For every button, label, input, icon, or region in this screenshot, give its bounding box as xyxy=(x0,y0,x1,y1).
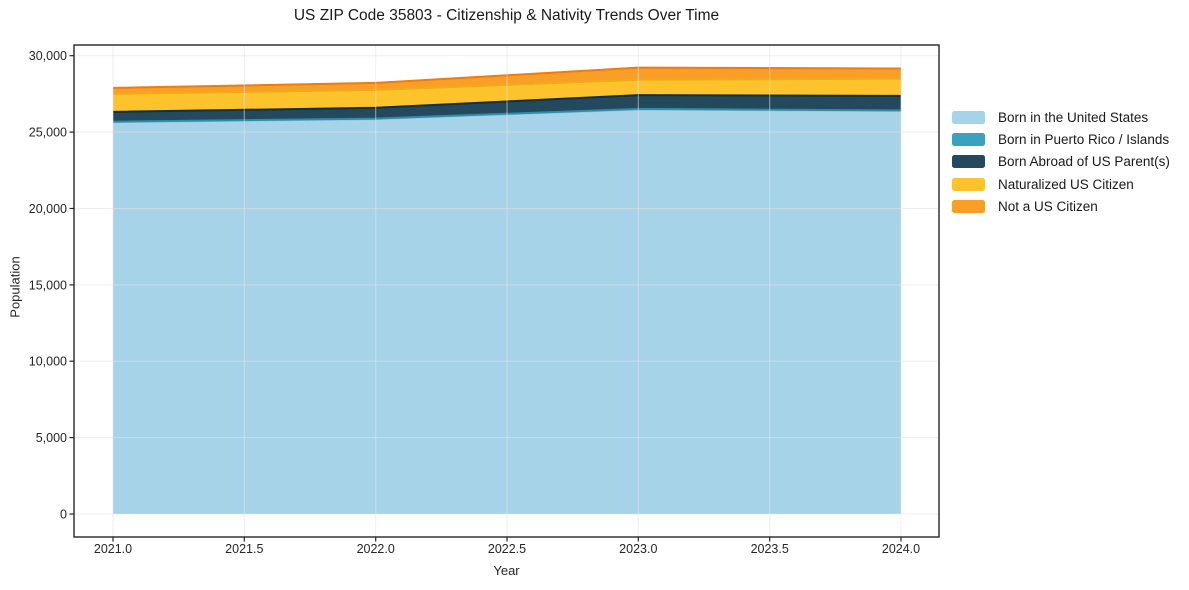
y-tick-label: 10,000 xyxy=(29,355,67,369)
legend-item: Naturalized US Citizen xyxy=(952,173,1170,195)
y-tick-label: 20,000 xyxy=(29,202,67,216)
legend-label: Naturalized US Citizen xyxy=(998,176,1134,192)
legend-item: Born in the United States xyxy=(952,106,1170,128)
legend-label: Born Abroad of US Parent(s) xyxy=(998,154,1170,170)
y-tick-label: 5,000 xyxy=(36,431,67,445)
legend-swatch xyxy=(952,155,985,169)
legend-swatch xyxy=(952,200,985,214)
legend-swatch xyxy=(952,133,985,147)
legend-item: Born Abroad of US Parent(s) xyxy=(952,151,1170,173)
legend-item: Not a US Citizen xyxy=(952,196,1170,218)
x-tick-label: 2021.5 xyxy=(225,542,263,556)
x-tick-label: 2023.0 xyxy=(619,542,657,556)
y-tick-label: 15,000 xyxy=(29,278,67,292)
y-tick-label: 30,000 xyxy=(29,49,67,63)
y-tick-label: 0 xyxy=(60,507,67,521)
y-axis-label: Population xyxy=(7,256,23,318)
legend-label: Born in Puerto Rico / Islands xyxy=(998,132,1170,148)
x-tick-label: 2022.5 xyxy=(488,542,526,556)
x-tick-label: 2022.0 xyxy=(357,542,395,556)
x-tick-label: 2024.0 xyxy=(882,542,920,556)
y-tick-label: 25,000 xyxy=(29,126,67,140)
x-axis-label: Year xyxy=(493,563,520,578)
x-tick-label: 2021.0 xyxy=(94,542,132,556)
chart-title: US ZIP Code 35803 - Citizenship & Nativi… xyxy=(293,7,720,24)
legend-item: Born in Puerto Rico / Islands xyxy=(952,128,1170,150)
legend-swatch xyxy=(952,110,985,124)
legend-swatch xyxy=(952,177,985,191)
legend-label: Not a US Citizen xyxy=(998,199,1098,215)
legend-label: Born in the United States xyxy=(998,109,1149,125)
legend: Born in the United States Born in Puerto … xyxy=(952,106,1170,218)
x-tick-label: 2023.5 xyxy=(751,542,789,556)
